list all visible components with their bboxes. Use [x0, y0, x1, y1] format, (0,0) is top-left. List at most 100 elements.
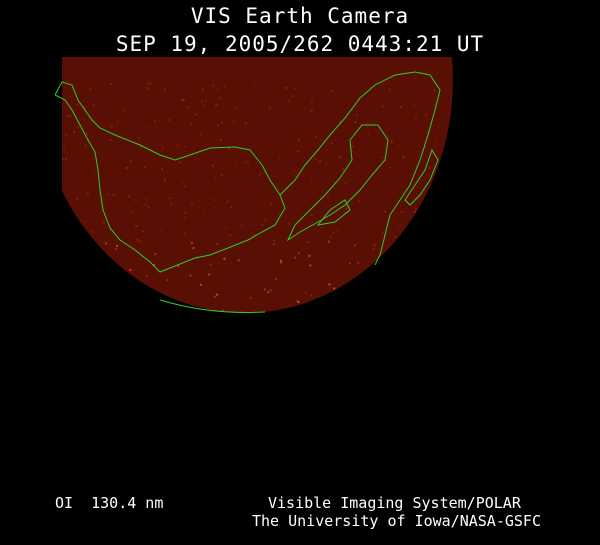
aurora-speck	[433, 104, 436, 107]
aurora-speck	[315, 135, 318, 138]
aurora-speck	[118, 173, 121, 176]
aurora-speck	[109, 139, 112, 142]
aurora-speck	[279, 259, 282, 262]
aurora-speck	[232, 120, 235, 123]
aurora-speck	[93, 169, 96, 172]
aurora-speck	[372, 248, 375, 251]
aurora-speck	[330, 90, 333, 93]
aurora-speck	[67, 115, 70, 118]
aurora-speck	[107, 193, 110, 196]
aurora-speck	[307, 241, 310, 244]
aurora-speck	[310, 180, 313, 183]
aurora-speck	[351, 145, 354, 148]
aurora-speck	[116, 244, 119, 247]
aurora-speck	[204, 99, 207, 102]
aurora-speck	[268, 106, 271, 109]
aurora-speck	[416, 112, 419, 115]
aurora-speck	[424, 146, 427, 149]
aurora-speck	[184, 185, 187, 188]
aurora-speck	[310, 100, 313, 103]
aurora-speck	[197, 191, 200, 194]
aurora-speck	[55, 99, 57, 101]
aurora-speck	[77, 126, 80, 129]
aurora-speck	[253, 234, 256, 237]
aurora-speck	[424, 113, 427, 116]
aurora-speck	[225, 226, 228, 229]
aurora-speck	[384, 211, 387, 214]
aurora-speck	[326, 196, 329, 199]
coastline	[286, 124, 389, 242]
aurora-speck	[213, 295, 216, 298]
aurora-speck	[221, 309, 224, 312]
aurora-speck	[135, 225, 138, 228]
aurora-speck	[390, 140, 393, 143]
aurora-speck	[168, 197, 171, 200]
aurora-speck	[297, 150, 300, 153]
aurora-speck	[131, 211, 134, 214]
aurora-speck	[310, 213, 313, 216]
aurora-speck	[300, 89, 303, 92]
aurora-speck	[234, 107, 237, 110]
aurora-speck	[189, 123, 192, 126]
aurora-speck	[148, 83, 151, 86]
coastline	[279, 71, 441, 266]
aurora-speck	[426, 130, 429, 133]
aurora-speck	[381, 156, 384, 159]
aurora-speck	[249, 296, 252, 299]
aurora-speck	[115, 247, 118, 250]
aurora-speck	[399, 105, 402, 108]
aurora-speck	[293, 87, 296, 90]
aurora-speck	[168, 118, 171, 121]
aurora-speck	[178, 99, 181, 102]
aurora-speck	[259, 173, 262, 176]
aurora-speck	[345, 207, 348, 210]
aurora-speck	[64, 157, 67, 160]
aurora-speck	[243, 161, 246, 164]
aurora-speck	[397, 144, 400, 147]
aurora-speck	[287, 222, 290, 225]
aurora-speck	[310, 109, 313, 112]
aurora-speck	[92, 158, 95, 161]
aurora-speck	[160, 229, 163, 232]
aurora-speck	[69, 114, 72, 117]
aurora-speck	[147, 205, 150, 208]
terminator-line	[159, 299, 266, 313]
aurora-speck	[435, 140, 438, 143]
aurora-speck	[269, 289, 272, 292]
aurora-speck	[215, 87, 218, 90]
aurora-speck	[367, 133, 370, 136]
aurora-speck	[267, 291, 270, 294]
aurora-speck	[229, 234, 232, 237]
aurora-speck	[201, 100, 204, 103]
aurora-speck	[86, 132, 89, 135]
aurora-speck	[285, 86, 288, 89]
credit-line-1: Visible Imaging System/POLAR	[268, 494, 521, 512]
aurora-speck	[278, 212, 281, 215]
aurora-speck	[212, 84, 215, 87]
aurora-speck	[179, 161, 182, 164]
aurora-speck	[102, 197, 105, 200]
aurora-speck	[189, 274, 192, 277]
aurora-speck	[161, 146, 164, 149]
aurora-speck	[219, 239, 222, 242]
aurora-speck	[213, 205, 216, 208]
aurora-speck	[141, 230, 144, 233]
aurora-speck	[92, 104, 95, 107]
aurora-speck	[184, 145, 187, 148]
aurora-speck	[129, 269, 132, 272]
aurora-speck	[253, 82, 256, 85]
aurora-speck	[66, 80, 69, 83]
aurora-speck	[190, 242, 193, 245]
aurora-speck	[309, 264, 312, 267]
aurora-speck	[116, 107, 119, 110]
aurora-speck	[216, 293, 219, 296]
aurora-speck	[355, 114, 358, 117]
aurora-speck	[133, 92, 136, 95]
aurora-speck	[163, 178, 166, 181]
aurora-speck	[216, 123, 219, 126]
aurora-speck	[158, 119, 161, 122]
aurora-speck	[397, 229, 400, 232]
aurora-speck	[195, 113, 198, 116]
aurora-speck	[105, 242, 108, 245]
aurora-speck	[221, 121, 224, 124]
